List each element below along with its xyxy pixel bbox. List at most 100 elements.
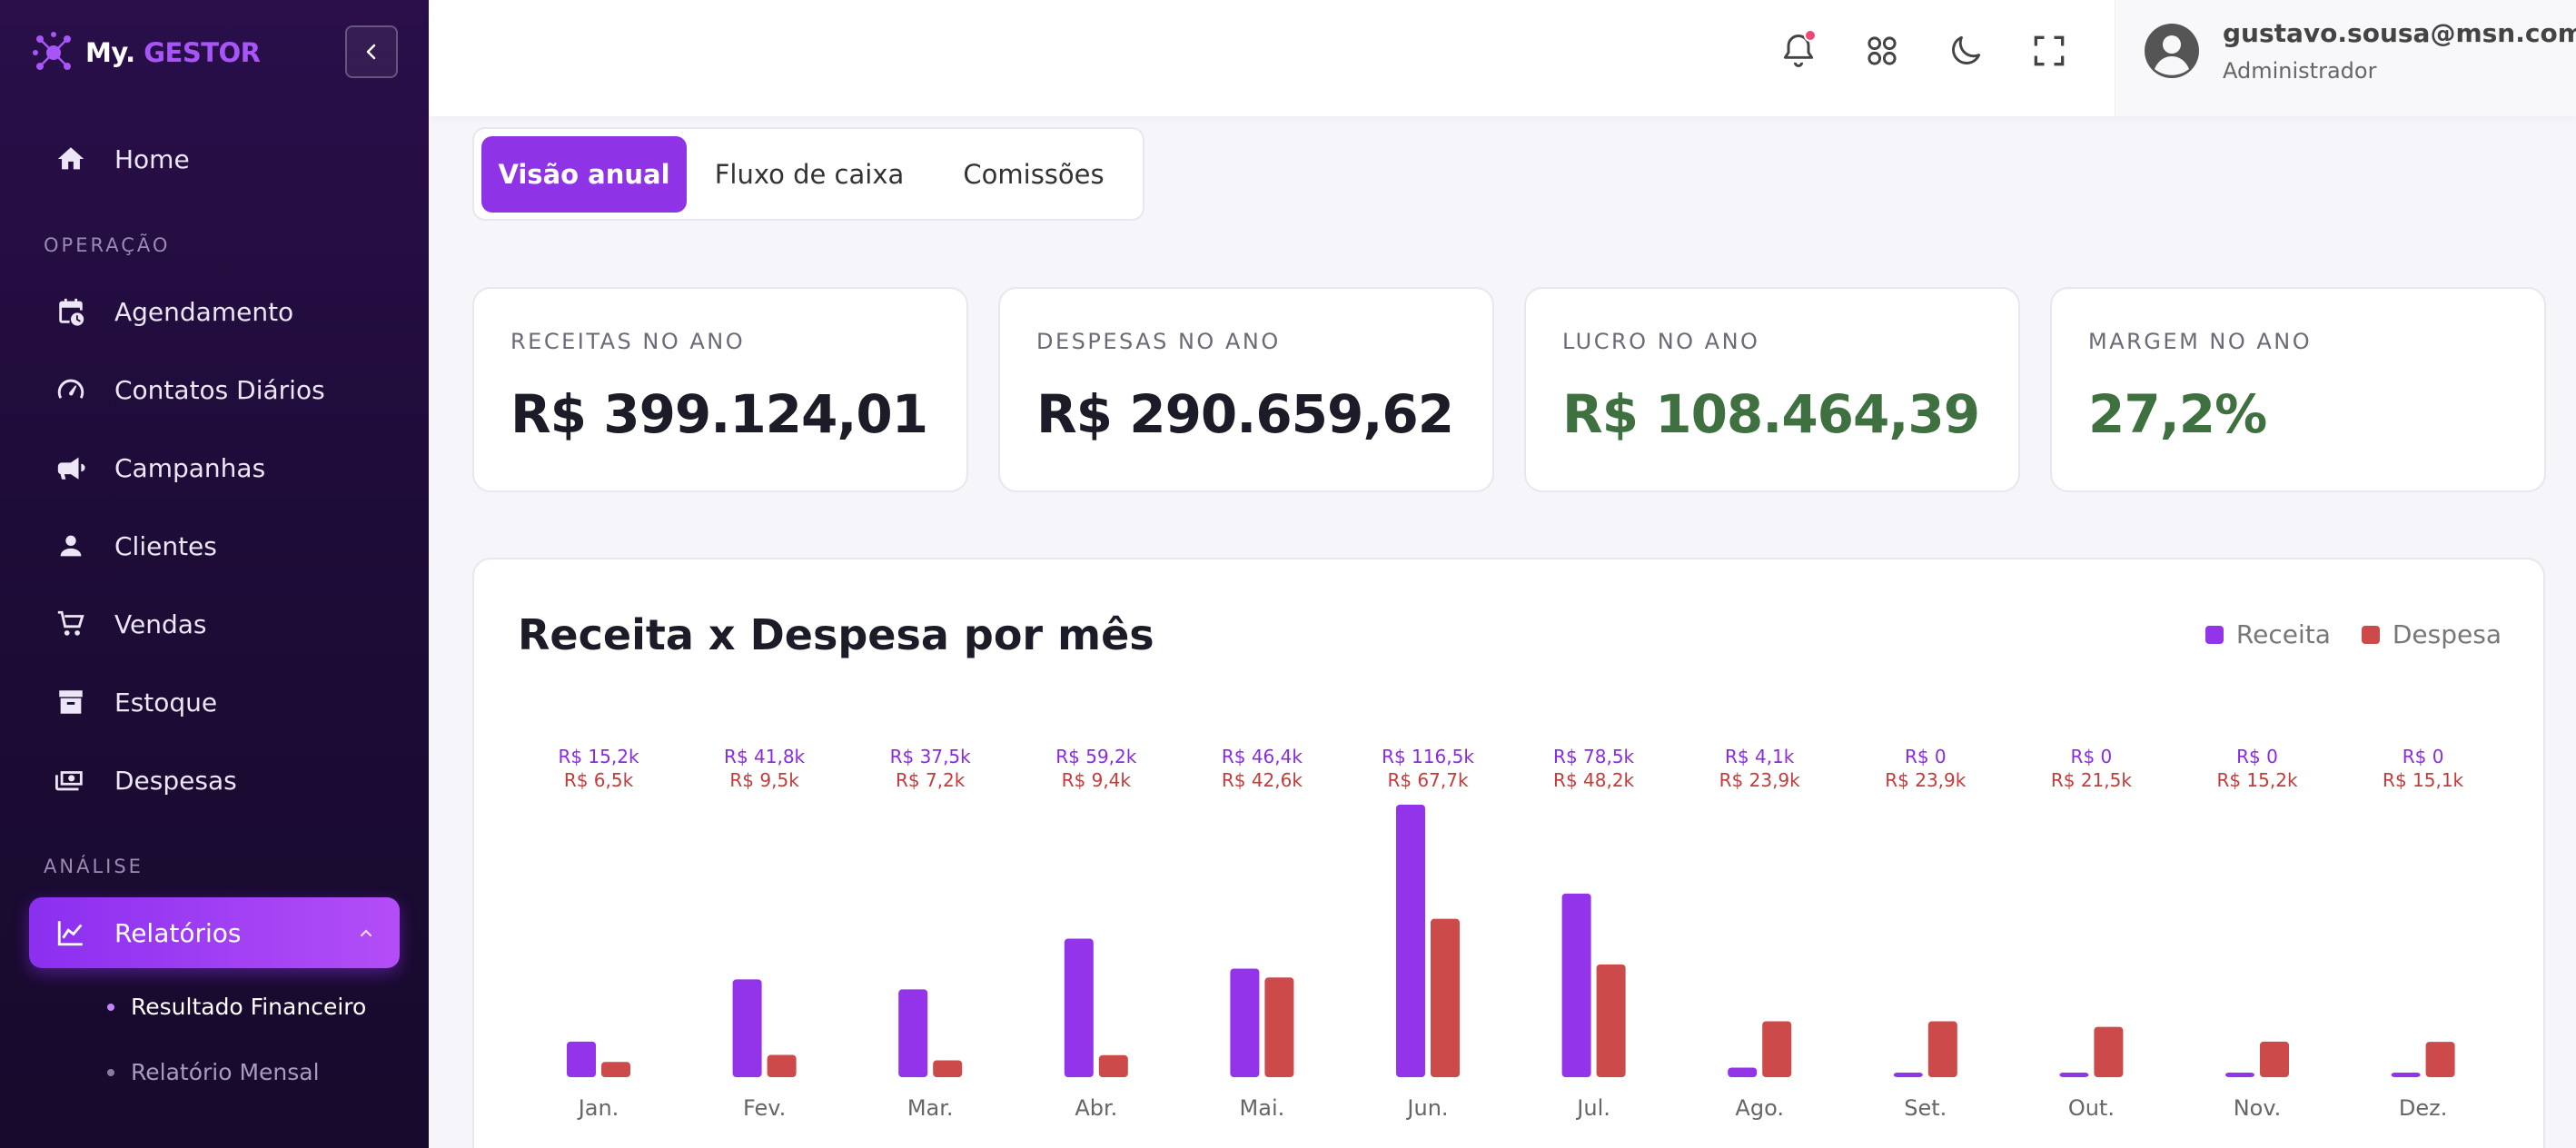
legend-swatch	[2361, 625, 2380, 644]
kpi-card-lucro: LUCRO NO ANO R$ 108.464,39	[1524, 287, 2020, 492]
data-label-receita: R$ 78,5k	[1553, 746, 1635, 767]
bar-receita[interactable]	[2391, 1073, 2421, 1077]
sidebar-item-despesas[interactable]: Despesas	[29, 745, 400, 816]
legend-item-receita[interactable]: Receita	[2204, 619, 2331, 649]
sidebar-subitem-label: Relatório Mensal	[131, 1059, 320, 1085]
sidebar-item-relatorios[interactable]: Relatórios	[29, 897, 400, 968]
bar-despesa[interactable]	[601, 1062, 630, 1077]
bar-receita[interactable]	[898, 989, 928, 1077]
sidebar-item-campanhas[interactable]: Campanhas	[29, 432, 400, 503]
notifications-button[interactable]	[1773, 25, 1824, 76]
x-tick-label: Ago.	[1735, 1095, 1784, 1121]
data-label-despesa: R$ 23,9k	[1885, 769, 1967, 791]
bar-receita[interactable]	[567, 1041, 596, 1077]
avatar	[2145, 24, 2199, 78]
sidebar-item-label: Relatórios	[114, 917, 242, 948]
kpi-value: R$ 108.464,39	[1562, 383, 1980, 445]
bar-despesa[interactable]	[933, 1060, 963, 1077]
data-label-receita: R$ 0	[2236, 746, 2278, 767]
bar-despesa[interactable]	[1098, 1054, 1128, 1077]
data-label-despesa: R$ 15,2k	[2216, 769, 2298, 791]
home-icon	[54, 143, 87, 175]
chart-title: Receita x Despesa por mês	[518, 610, 1154, 659]
dark-mode-toggle[interactable]	[1940, 25, 1991, 76]
bar-despesa[interactable]	[1264, 977, 1294, 1077]
calendar-clock-icon	[54, 295, 87, 328]
bar-receita[interactable]	[732, 979, 762, 1077]
apps-grid-icon	[1868, 36, 1897, 65]
x-tick-label: Mai.	[1240, 1095, 1285, 1121]
bar-despesa[interactable]	[2260, 1041, 2289, 1077]
sidebar-item-vendas[interactable]: Vendas	[29, 589, 400, 659]
user-role: Administrador	[2223, 58, 2377, 84]
collapse-sidebar-button[interactable]	[345, 25, 398, 78]
data-label-despesa: R$ 42,6k	[1222, 769, 1303, 791]
x-tick-label: Jul.	[1575, 1095, 1610, 1121]
chart-card: Receita x Despesa por mês Receita Despes…	[472, 558, 2545, 1148]
kpi-label: DESPESAS NO ANO	[1036, 329, 1281, 354]
sidebar-item-home[interactable]: Home	[29, 124, 400, 194]
bar-despesa[interactable]	[2094, 1026, 2124, 1077]
sidebar-item-estoque[interactable]: Estoque	[29, 667, 400, 737]
data-label-despesa: R$ 6,5k	[564, 769, 634, 791]
notification-badge	[1804, 29, 1817, 42]
bar-receita[interactable]	[1396, 805, 1425, 1077]
legend-item-despesa[interactable]: Despesa	[2361, 619, 2502, 649]
bar-despesa[interactable]	[1431, 918, 1460, 1077]
bar-receita[interactable]	[1561, 893, 1591, 1077]
fullscreen-button[interactable]	[2024, 25, 2075, 76]
kpi-label: LUCRO NO ANO	[1562, 329, 1760, 354]
gauge-icon	[54, 373, 87, 406]
user-menu[interactable]: gustavo.sousa@msn.com! Administrador	[2115, 0, 2576, 116]
bar-despesa[interactable]	[1596, 964, 1626, 1077]
bar-receita[interactable]	[1064, 938, 1094, 1077]
sidebar-item-label: Agendamento	[114, 296, 294, 327]
fullscreen-icon	[2034, 35, 2065, 66]
archive-box-icon	[54, 686, 87, 718]
bar-receita[interactable]	[1728, 1067, 1758, 1077]
section-label-analise: ANÁLISE	[44, 856, 144, 877]
x-tick-label: Jun.	[1405, 1095, 1448, 1121]
sidebar-item-contatos-diarios[interactable]: Contatos Diários	[29, 354, 400, 425]
legend-label: Receita	[2235, 619, 2331, 649]
kpi-value: 27,2%	[2088, 383, 2267, 445]
data-label-despesa: R$ 9,5k	[729, 769, 799, 791]
tab-visao-anual[interactable]: Visão anual	[481, 136, 687, 213]
data-label-receita: R$ 0	[2071, 746, 2113, 767]
x-tick-label: Dez.	[2399, 1095, 2447, 1121]
apps-button[interactable]	[1857, 25, 1907, 76]
bullet-icon	[107, 1068, 114, 1076]
kpi-label: MARGEM NO ANO	[2088, 329, 2313, 354]
data-label-despesa: R$ 21,5k	[2051, 769, 2133, 791]
x-tick-label: Fev.	[743, 1095, 786, 1121]
tab-fluxo-de-caixa[interactable]: Fluxo de caixa	[714, 159, 905, 190]
bar-receita[interactable]	[2225, 1073, 2254, 1077]
x-tick-label: Nov.	[2234, 1095, 2282, 1121]
bar-receita[interactable]	[2059, 1073, 2089, 1077]
moon-icon	[1952, 35, 1981, 64]
bar-despesa[interactable]	[1762, 1021, 1792, 1077]
x-tick-label: Out.	[2068, 1095, 2115, 1121]
sidebar-item-clientes[interactable]: Clientes	[29, 510, 400, 581]
cash-icon	[54, 764, 87, 797]
x-tick-label: Set.	[1904, 1095, 1947, 1121]
sidebar-item-label: Estoque	[114, 687, 218, 718]
bar-receita[interactable]	[1230, 968, 1260, 1077]
kpi-value: R$ 290.659,62	[1036, 383, 1454, 445]
section-label-operacao: OPERAÇÃO	[44, 234, 171, 256]
bar-despesa[interactable]	[767, 1054, 797, 1077]
bar-receita[interactable]	[1893, 1073, 1923, 1077]
bar-despesa[interactable]	[1927, 1021, 1957, 1077]
bullet-icon	[107, 1003, 114, 1011]
sidebar-subitem-resultado-financeiro[interactable]: Resultado Financeiro	[107, 994, 366, 1020]
sidebar-item-agendamento[interactable]: Agendamento	[29, 276, 400, 347]
kpi-label: RECEITAS NO ANO	[510, 329, 746, 354]
data-label-despesa: R$ 23,9k	[1719, 769, 1801, 791]
megaphone-icon	[54, 451, 87, 484]
bar-despesa[interactable]	[2425, 1042, 2455, 1077]
sidebar-subitem-relatorio-mensal[interactable]: Relatório Mensal	[107, 1059, 320, 1085]
data-label-receita: R$ 37,5k	[890, 746, 972, 767]
sidebar: My. GESTOR Home OPERAÇÃO Agendamento Con…	[0, 0, 429, 1148]
tab-comissoes[interactable]: Comissões	[963, 159, 1105, 190]
app-logo[interactable]: My. GESTOR	[33, 27, 261, 78]
